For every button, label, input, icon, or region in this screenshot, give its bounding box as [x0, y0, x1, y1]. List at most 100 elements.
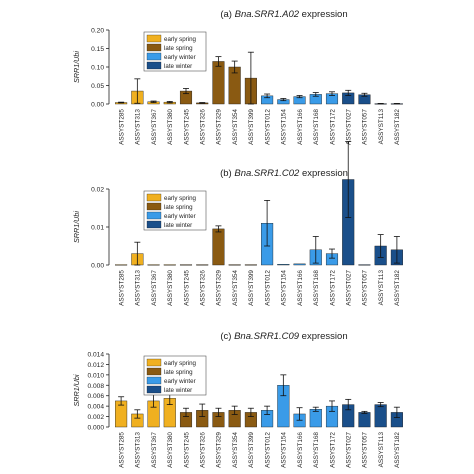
x-tick-label: ASSYST168: [313, 432, 320, 468]
y-tick-label: 0.004: [87, 404, 104, 411]
y-tick-label: 0.006: [87, 393, 104, 400]
x-tick-label: ASSYST380: [167, 432, 174, 468]
x-tick-label: ASSYST313: [135, 270, 142, 306]
x-tick-label: ASSYST285: [118, 270, 125, 306]
x-tick-label: ASSYST057: [362, 270, 369, 306]
bar-ASSYST154: [277, 264, 290, 266]
legend-label: late winter: [164, 63, 192, 70]
legend-label: late winter: [164, 387, 192, 394]
y-tick-label: 0.00: [91, 263, 104, 270]
bar-ASSYST367: [147, 264, 160, 266]
panel-a: (a) Bna.SRR1.A02 expression 0.00 0.05 0.10…: [72, 9, 403, 145]
y-tick-label: 0.008: [87, 383, 104, 390]
bar-ASSYST057: [358, 412, 371, 428]
y-axis-label: SRR1/Ubi: [72, 51, 81, 83]
x-tick-label: ASSYST154: [281, 109, 288, 145]
x-tick-label: ASSYST172: [329, 109, 336, 145]
legend-label: early spring: [164, 195, 197, 202]
x-tick-label: ASSYST168: [313, 109, 320, 145]
legend-swatch: [146, 358, 162, 367]
x-tick-label: ASSYST113: [378, 432, 385, 468]
x-tick-label: ASSYST285: [118, 432, 125, 468]
x-tick-label: ASSYST057: [362, 109, 369, 145]
bar-ASSYST329: [212, 228, 225, 266]
y-tick-label: 0.002: [87, 414, 104, 421]
panel-c-title: (c) Bna.SRR1.C09 expression: [220, 331, 347, 342]
x-tick-label: ASSYST399: [248, 432, 255, 468]
y-tick-label: 0.10: [91, 65, 104, 72]
legend-swatch: [146, 61, 162, 70]
x-tick-label: ASSYST166: [297, 109, 304, 145]
y-tick-label: 0.15: [91, 46, 104, 53]
legend-swatch: [146, 385, 162, 394]
x-tick-label: ASSYST245: [183, 270, 190, 306]
x-tick-label: ASSYST329: [216, 432, 223, 468]
x-tick-label: ASSYST380: [167, 109, 174, 145]
x-tick-label: ASSYST380: [167, 270, 174, 306]
bar-ASSYST399: [244, 264, 257, 266]
legend-swatch: [146, 211, 162, 220]
x-tick-label: ASSYST326: [200, 270, 207, 306]
x-tick-label: ASSYST285: [118, 109, 125, 145]
bar-ASSYST326: [196, 264, 209, 266]
x-tick-label: ASSYST367: [151, 270, 158, 306]
x-tick-label: ASSYST329: [216, 109, 223, 145]
y-tick-label: 0.014: [87, 352, 104, 359]
bar-ASSYST166: [293, 263, 306, 266]
panel-a-title: (a) Bna.SRR1.A02 expression: [220, 9, 347, 20]
y-tick-label: 0.20: [91, 28, 104, 35]
legend-label: early winter: [164, 213, 196, 220]
panel-b-title: (b) Bna.SRR1.C02 expression: [220, 168, 348, 179]
bar-ASSYST113: [374, 404, 387, 428]
panel-c-plot: 0.000 0.002 0.004 0.006 0.008 0.010 0.012 0.014…: [72, 352, 403, 468]
x-tick-label: ASSYST172: [329, 432, 336, 468]
legend-swatch: [146, 43, 162, 52]
legend-label: late winter: [164, 222, 192, 229]
y-tick-label: 0.05: [91, 83, 104, 90]
x-tick-label: ASSYST182: [394, 432, 401, 468]
x-tick-label: ASSYST354: [232, 109, 239, 145]
bar-ASSYST354: [228, 264, 241, 266]
panel-a-plot: 0.00 0.05 0.10 0.15 0.20 SRR1/Ubi ASSYST285 ASS…: [72, 28, 403, 145]
y-tick-label: 0.000: [87, 425, 104, 432]
x-tick-label: ASSYST245: [183, 109, 190, 145]
x-tick-label: ASSYST154: [281, 270, 288, 306]
panel-b: (b) Bna.SRR1.C02 expression 0.00 0.01 0.02…: [72, 141, 403, 306]
legend-label: early spring: [164, 360, 197, 367]
x-tick-label: ASSYST329: [216, 270, 223, 306]
x-tick-label: ASSYST313: [135, 109, 142, 145]
x-tick-label: ASSYST057: [362, 432, 369, 468]
x-tick-label: ASSYST399: [248, 109, 255, 145]
x-tick-label: ASSYST168: [313, 270, 320, 306]
x-tick-label: ASSYST012: [264, 432, 271, 468]
legend-swatch: [146, 376, 162, 385]
legend-swatch: [146, 202, 162, 211]
legend-label: late spring: [164, 369, 193, 376]
x-tick-label: ASSYST154: [281, 432, 288, 468]
x-tick-label: ASSYST326: [200, 109, 207, 145]
x-tick-label: ASSYST012: [264, 270, 271, 306]
x-tick-label: ASSYST027: [346, 432, 353, 468]
legend-label: early spring: [164, 36, 197, 43]
x-tick-label: ASSYST182: [394, 270, 401, 306]
x-tick-label: ASSYST113: [378, 109, 385, 145]
x-tick-label: ASSYST354: [232, 270, 239, 306]
panel-b-plot: 0.00 0.01 0.02 SRR1/Ubi ASSYST285 ASSYST313 AS…: [72, 141, 403, 306]
legend-swatch: [146, 34, 162, 43]
x-tick-label: ASSYST245: [183, 432, 190, 468]
x-tick-label: ASSYST012: [264, 109, 271, 145]
legend-swatch: [146, 193, 162, 202]
legend-label: late spring: [164, 204, 193, 211]
x-tick-label: ASSYST113: [378, 270, 385, 306]
x-tick-label: ASSYST367: [151, 109, 158, 145]
y-tick-label: 0.010: [87, 372, 104, 379]
x-tick-label: ASSYST027: [346, 270, 353, 306]
x-tick-label: ASSYST027: [346, 109, 353, 145]
y-tick-label: 0.01: [91, 225, 104, 232]
bar-ASSYST285: [115, 264, 128, 266]
x-tick-label: ASSYST166: [297, 270, 304, 306]
legend-swatch: [146, 367, 162, 376]
y-tick-label: 0.012: [87, 362, 104, 369]
legend-swatch: [146, 52, 162, 61]
